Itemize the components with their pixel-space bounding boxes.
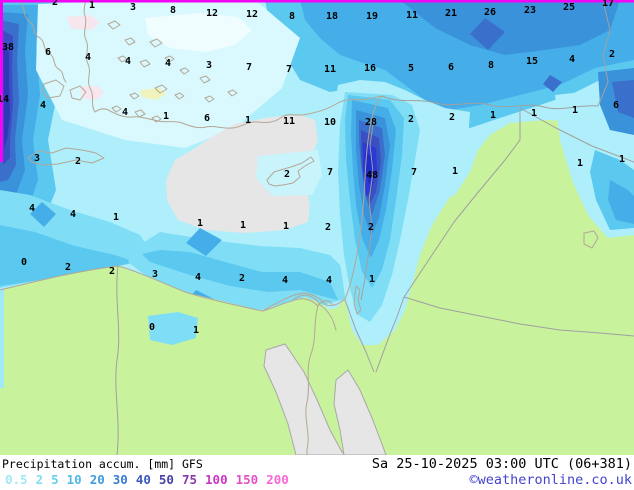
precip-band-30: [400, 0, 620, 55]
scale-value: 40: [135, 472, 151, 487]
scale-value: 20: [89, 472, 105, 487]
scale-value: 200: [266, 472, 289, 487]
precip-cell-dark: [470, 18, 505, 50]
scale-value: 0.5: [5, 472, 28, 487]
scale-value: 75: [181, 472, 198, 487]
map-datetime: Sa 25-10-2025 03:00 UTC (06+381): [371, 456, 632, 472]
gray-sea-zero-precip: [166, 115, 318, 233]
precipitation-map: 2 1 3 8 12 12 8 18 19 11 21 26 23 25 17 38 6 4 4 4 3 7 7 11 16 5 6…: [0, 0, 634, 455]
precip-cell-dark-2: [543, 75, 562, 92]
frame-top: [0, 0, 634, 3]
sw-cell-1: [30, 202, 56, 227]
scale-value: 30: [112, 472, 128, 487]
red-sea: [263, 343, 387, 455]
legend-bar: Precipitation accum. [mm] GFS Sa 25-10-2…: [0, 455, 634, 490]
scale-value: 150: [235, 472, 259, 487]
frame-left: [0, 0, 3, 162]
map-canvas: [0, 0, 634, 455]
egypt-precip-patch: [148, 312, 198, 345]
scale-value: 10: [66, 472, 82, 487]
borders: [115, 0, 634, 455]
coastlines: [0, 0, 599, 455]
scale-value: 2: [35, 472, 44, 487]
east-dark-core: [612, 80, 634, 118]
pink-spot-1: [66, 15, 100, 30]
sw-band-10: [0, 225, 135, 286]
copyright-link[interactable]: ©weatheronline.co.uk: [469, 472, 632, 488]
land-east: [388, 120, 634, 455]
cyprus-pocket: [256, 150, 322, 196]
map-title: Precipitation accum. [mm] GFS: [2, 457, 203, 471]
zero-precip-spot: [145, 13, 252, 52]
yellow-spot: [140, 88, 166, 100]
legend-row-2: 0.5 2 5 10 20 30 40 50 75 100 150 200 ©weatheronlin…: [5, 472, 632, 488]
west-band-75: [3, 45, 10, 148]
west-coast-strip: [0, 288, 4, 388]
scale-value: 5: [51, 472, 59, 487]
east-precip-20: [608, 180, 634, 224]
legend-row-1: Precipitation accum. [mm] GFS Sa 25-10-2…: [2, 456, 632, 472]
coastal-cell-1: [186, 228, 222, 256]
coastal-band-10: [142, 250, 338, 300]
precip-scale: 0.5 2 5 10 20 30 40 50 75 100 150 200: [5, 472, 289, 487]
scale-value: 100: [205, 472, 228, 487]
scale-value: 50: [158, 472, 174, 487]
